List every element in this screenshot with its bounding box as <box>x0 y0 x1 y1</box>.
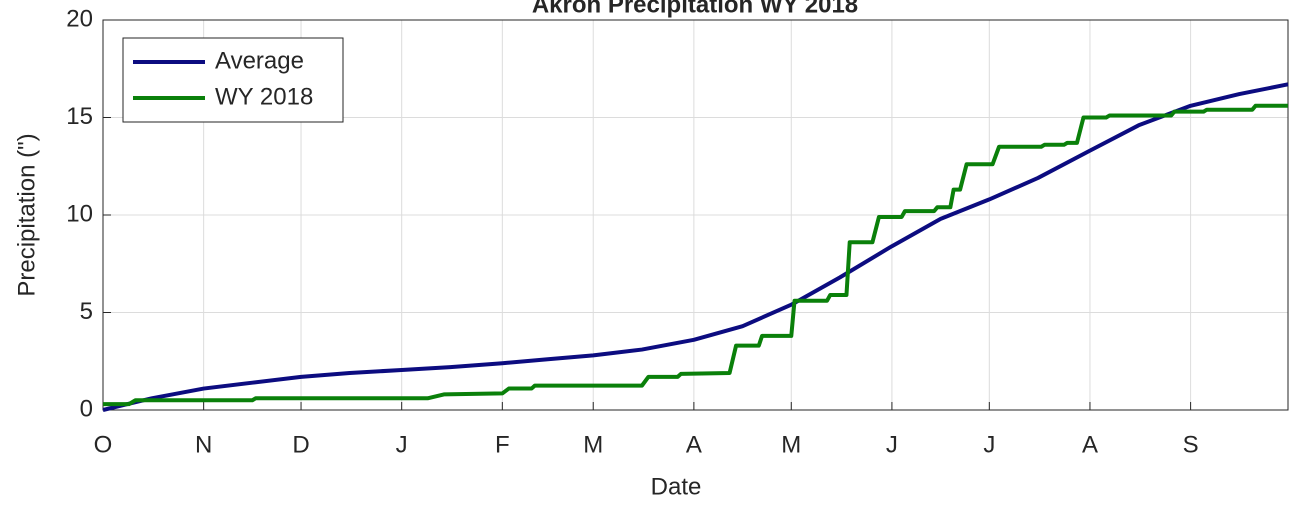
x-tick-label: J <box>983 431 995 458</box>
x-tick-label: M <box>781 431 801 458</box>
legend-label: WY 2018 <box>215 83 313 110</box>
y-tick-label: 0 <box>80 395 93 422</box>
y-axis-label: Precipitation (") <box>13 133 40 296</box>
x-tick-label: M <box>583 431 603 458</box>
x-tick-label: O <box>94 431 113 458</box>
y-tick-label: 10 <box>66 200 93 227</box>
x-axis-label: Date <box>651 473 702 500</box>
x-tick-label: N <box>195 431 212 458</box>
legend-box <box>122 37 344 123</box>
x-tick-label: J <box>886 431 898 458</box>
x-tick-label: A <box>686 431 702 458</box>
series-line <box>102 82 1289 412</box>
y-tick-label: 15 <box>66 103 93 130</box>
x-tick-label: S <box>1183 431 1199 458</box>
chart-title: Akron Precipitation WY 2018 <box>532 0 858 18</box>
legend-label: Average <box>215 47 304 74</box>
x-tick-label: J <box>396 431 408 458</box>
y-tick-label: 20 <box>66 5 93 32</box>
plot-frame <box>102 19 1289 411</box>
series-line <box>103 103 1288 407</box>
x-tick-label: F <box>495 431 510 458</box>
x-tick-label: A <box>1082 431 1098 458</box>
x-tick-label: D <box>292 431 309 458</box>
y-tick-label: 5 <box>80 298 93 325</box>
